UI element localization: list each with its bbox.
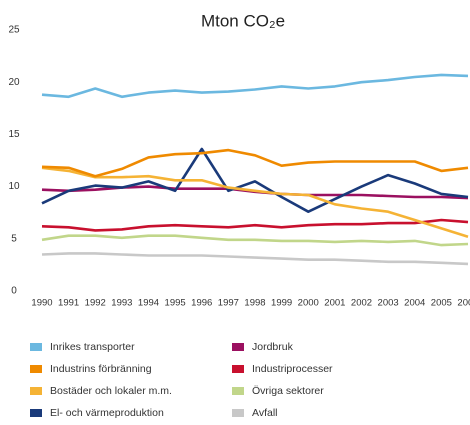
x-tick-label: 2001	[324, 298, 345, 309]
legend-swatch	[30, 343, 42, 351]
legend-text: Jordbruk	[252, 341, 294, 353]
y-tick-label: 5	[11, 233, 17, 244]
x-tick-label: 1991	[58, 298, 79, 309]
legend-text: Industrins förbränning	[50, 363, 152, 375]
x-tick-label: 2003	[378, 298, 399, 309]
x-tick-label: 1992	[85, 298, 106, 309]
x-tick-label: 2002	[351, 298, 372, 309]
series-line	[41, 234, 469, 247]
x-tick-label: 1996	[191, 298, 212, 309]
legend-swatch	[232, 409, 244, 417]
y-tick-label: 15	[8, 129, 20, 140]
y-tick-label: 25	[8, 25, 20, 36]
y-tick-label: 0	[11, 286, 17, 297]
series-line	[41, 185, 469, 200]
x-tick-label: 1998	[244, 298, 265, 309]
legend-text: Bostäder och lokaler m.m.	[50, 385, 172, 397]
x-tick-label: 1997	[218, 298, 239, 309]
legend-swatch	[30, 387, 42, 395]
series-line	[41, 147, 469, 213]
x-tick-label: 1995	[165, 298, 186, 309]
legend-swatch	[30, 409, 42, 417]
series-line	[41, 218, 469, 232]
x-tick-label: 1990	[31, 298, 52, 309]
legend-swatch	[30, 365, 42, 373]
x-tick-label: 1999	[271, 298, 292, 309]
legend-swatch	[232, 343, 244, 351]
legend-swatch	[232, 365, 244, 373]
series-line	[41, 73, 469, 99]
x-tick-label: 1993	[111, 298, 132, 309]
x-tick-label: 2005	[431, 298, 452, 309]
x-tick-label: 1994	[138, 298, 159, 309]
legend-swatch	[232, 387, 244, 395]
x-tick-label: 2004	[404, 298, 425, 309]
series-line	[41, 166, 469, 238]
legend-text: El- och värmeproduktion	[50, 407, 164, 419]
legend-text: Inrikes transporter	[50, 341, 135, 353]
y-tick-label: 20	[8, 77, 20, 88]
series-line	[41, 148, 469, 178]
y-tick-label: 10	[8, 181, 20, 192]
x-tick-label: 2000	[298, 298, 319, 309]
series-line	[41, 252, 469, 266]
legend-text: Industriprocesser	[252, 363, 333, 375]
x-tick-label: 2006	[457, 298, 470, 309]
chart-title: Mton CO₂e	[201, 11, 285, 30]
legend-text: Övriga sektorer	[252, 385, 324, 397]
legend-text: Avfall	[252, 407, 278, 419]
